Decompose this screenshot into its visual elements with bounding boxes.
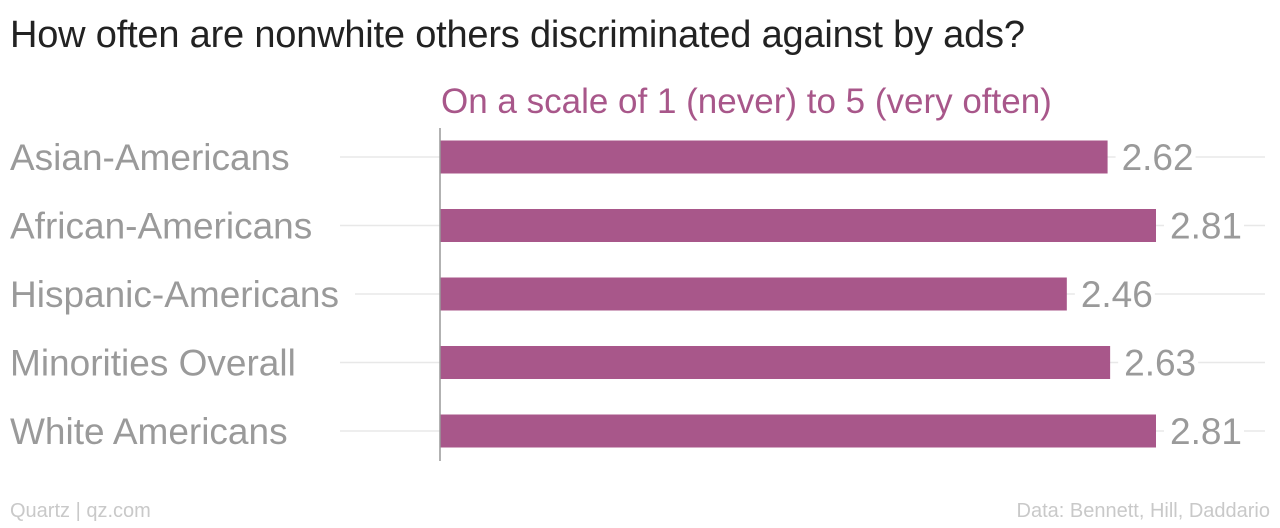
value-label-backdrop: [1164, 205, 1244, 246]
value-label-backdrop: [1118, 342, 1199, 383]
category-label-backdrop: [8, 274, 355, 315]
value-label-backdrop: [1115, 137, 1196, 177]
value-label: 2.81: [1170, 411, 1242, 452]
bar: [440, 140, 1108, 174]
category-label: African-Americans: [10, 206, 312, 247]
footer-source-left: Quartz | qz.com: [10, 500, 151, 522]
bar: [440, 209, 1156, 242]
bar: [440, 346, 1111, 379]
value-label: 2.62: [1122, 137, 1194, 178]
value-label: 2.63: [1124, 343, 1196, 384]
chart-subtitle: On a scale of 1 (never) to 5 (very often…: [441, 82, 1052, 121]
category-label-backdrop: [8, 137, 306, 178]
category-label-backdrop: [8, 342, 312, 384]
value-label-backdrop: [1074, 274, 1155, 314]
category-label: White Americans: [10, 411, 288, 452]
value-label: 2.46: [1081, 274, 1153, 315]
bar: [440, 277, 1067, 311]
category-label: Minorities Overall: [10, 343, 296, 384]
bar: [440, 414, 1156, 448]
category-label-backdrop: [8, 205, 329, 247]
category-label: Hispanic-Americans: [10, 274, 339, 315]
category-label-backdrop: [8, 411, 304, 452]
footer-source-right: Data: Bennett, Hill, Daddario: [1016, 500, 1270, 522]
value-label-backdrop: [1164, 411, 1244, 451]
category-label: Asian-Americans: [10, 137, 290, 178]
value-label: 2.81: [1170, 206, 1242, 247]
chart-title: How often are nonwhite others discrimina…: [10, 14, 1025, 56]
